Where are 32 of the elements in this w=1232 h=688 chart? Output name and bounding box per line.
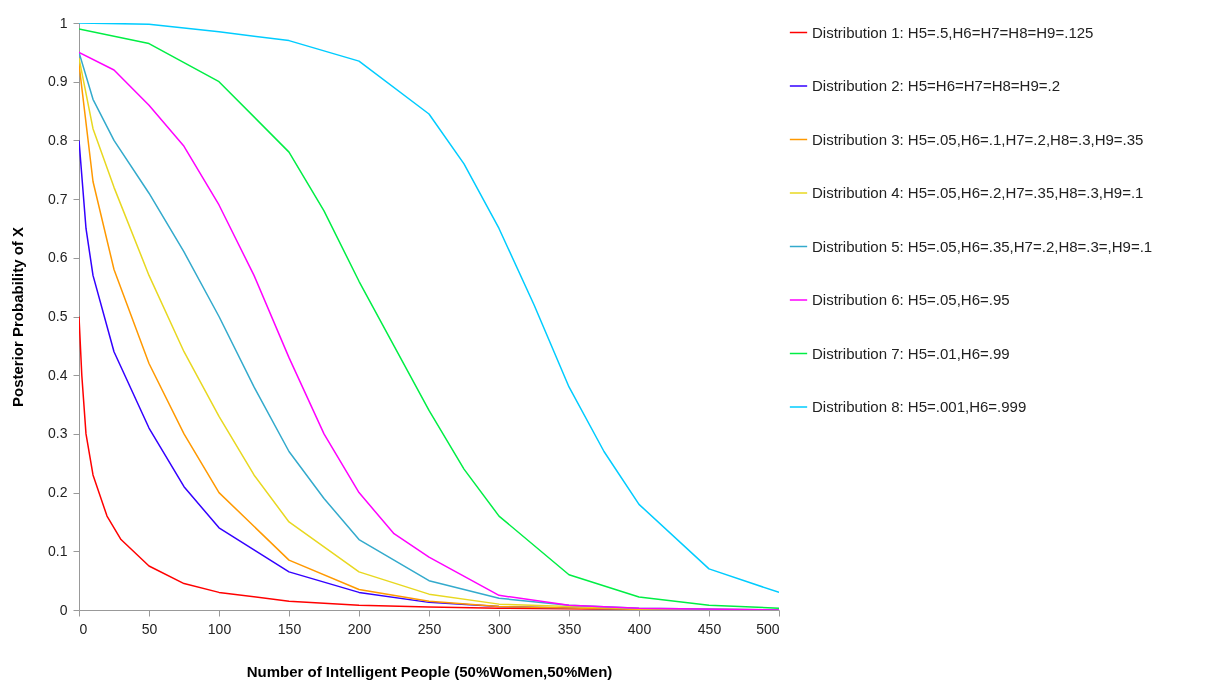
- x-tick-label: 0: [79, 620, 88, 637]
- x-tick-label: 250: [417, 620, 442, 637]
- legend-label: Distribution 1: H5=.5,H6=H7=H8=H9=.125: [812, 23, 1094, 41]
- y-axis-title: Posterior Probability of X: [9, 226, 27, 408]
- y-tick-label: 0.6: [48, 249, 68, 266]
- x-tick-label: 150: [277, 620, 302, 637]
- y-tick-label: 1: [59, 14, 68, 31]
- legend-label: Distribution 2: H5=H6=H7=H8=H9=.2: [812, 77, 1061, 94]
- legend-label: Distribution 7: H5=.01,H6=.99: [812, 344, 1010, 362]
- y-tick-label: 0.9: [48, 73, 68, 90]
- legend-label: Distribution 4: H5=.05,H6=.2,H7=.35,H8=.3,H9=.1: [812, 184, 1144, 201]
- x-tick-label: 300: [487, 620, 512, 637]
- legend-label: Distribution 8: H5=.001,H6=.999: [812, 398, 1027, 415]
- legend-label: Distribution 5: H5=.05,H6=.35,H7=.2,H8=.3=,H9=.1: [812, 237, 1153, 255]
- x-tick-label: 400: [627, 620, 652, 637]
- x-tick-label: 500: [756, 620, 780, 637]
- y-tick-label: 0: [59, 601, 68, 618]
- legend-label: Distribution 6: H5=.05,H6=.95: [812, 291, 1010, 308]
- y-tick-label: 0.2: [48, 484, 68, 501]
- y-tick-label: 0.5: [48, 308, 68, 324]
- x-tick-label: 100: [207, 620, 232, 637]
- y-tick-label: 0.3: [48, 425, 68, 442]
- y-tick-label: 0.1: [48, 542, 68, 559]
- x-tick-label: 450: [697, 620, 722, 637]
- x-axis-title: Number of Intelligent People (50%Women,50%Men): [246, 662, 613, 680]
- x-tick-label: 50: [141, 620, 158, 637]
- x-tick-label: 200: [347, 620, 372, 637]
- legend-label: Distribution 3: H5=.05,H6=.1,H7=.2,H8=.3,H9=.35: [812, 130, 1144, 148]
- x-tick-label: 350: [557, 620, 582, 637]
- y-tick-label: 0.7: [48, 190, 68, 207]
- y-tick-label: 0.8: [48, 131, 68, 148]
- y-tick-label: 0.4: [48, 366, 68, 383]
